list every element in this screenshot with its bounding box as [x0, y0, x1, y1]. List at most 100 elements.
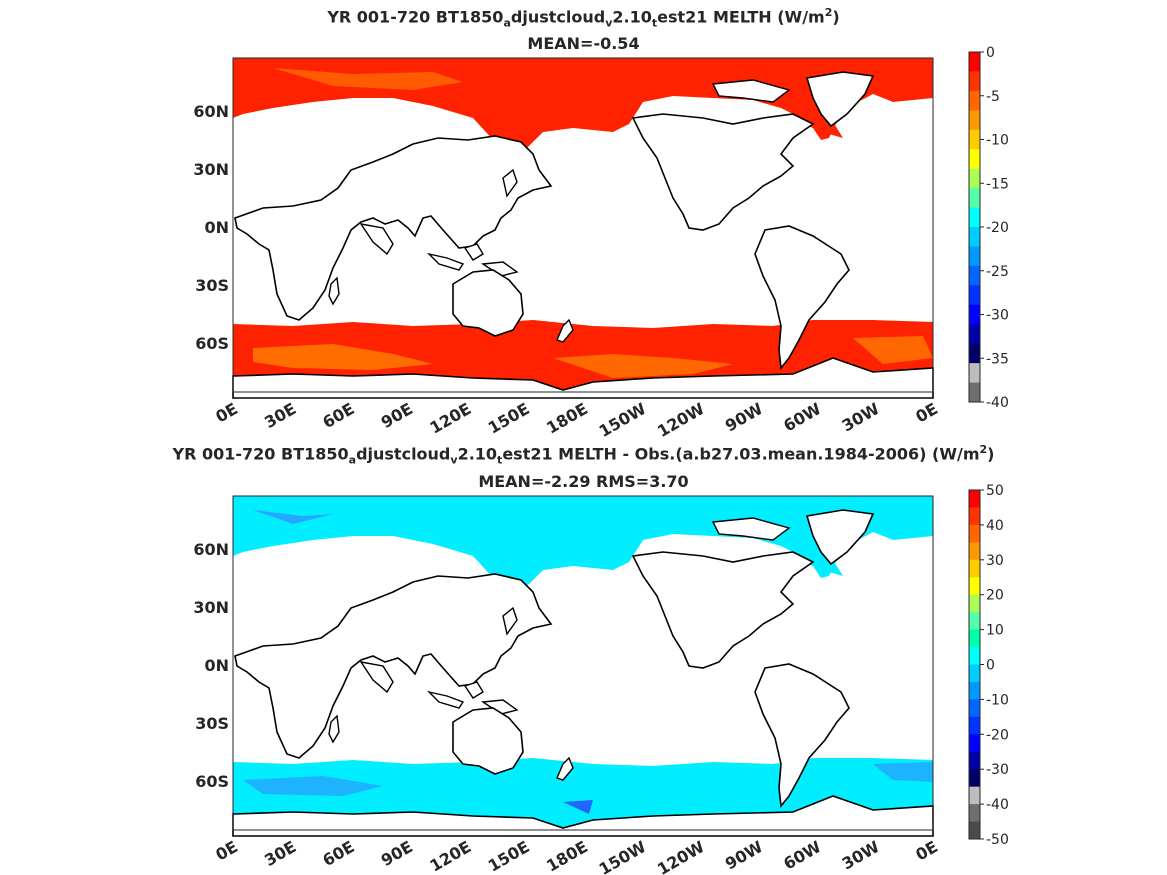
panel1-colorbar-cell — [969, 168, 980, 189]
panel2-colorbar: 50 40 30 20 10 0 -10 -20 -30 -40 -50 — [968, 483, 1009, 848]
panel2-lon-label: 30W — [839, 837, 883, 874]
panel1-colorbar-label: -20 — [986, 220, 1009, 236]
panel1-colorbar-label: -10 — [986, 133, 1009, 149]
panel2-map — [232, 495, 934, 837]
panel1-lon-label: 120W — [654, 399, 708, 441]
panel1-colorbar: 0 -5 -10 -15 -20 -25 -30 -35 -40 — [968, 45, 1009, 411]
panel2-lon-label: 60E — [319, 837, 357, 870]
panel1-lon-label: 90W — [722, 399, 766, 436]
panel2-colorbar-label: 50 — [986, 483, 1004, 499]
panel1-lon-label: 60W — [780, 399, 824, 436]
panel1-colorbar-label: -5 — [986, 89, 1000, 105]
panel1-colorbar-label: -40 — [986, 395, 1009, 411]
panel1-colorbar-cell — [969, 188, 980, 209]
panel2-colorbar-cell — [969, 751, 980, 770]
panel1-colorbar-cell — [969, 207, 980, 228]
panel1-colorbar-cell — [969, 265, 980, 286]
panel2-lat-label: 0N — [204, 656, 229, 675]
panel1-lat-label: 30S — [195, 276, 229, 295]
panel2-southern-diff — [233, 758, 933, 828]
panel1-lat-axis: 60N 30N 0N 30S 60S — [193, 102, 229, 353]
panel2-colorbar-cell — [969, 647, 980, 665]
panel1-lon-label: 0E — [212, 399, 241, 426]
panel2-okhotsk-diff — [503, 546, 623, 592]
panel1-colorbar-label: -30 — [986, 308, 1009, 324]
panel1-lon-label: 180E — [543, 399, 591, 438]
panel2-colorbar-cell — [969, 542, 980, 561]
panel2-colorbar-cell — [969, 664, 980, 683]
panel1-lon-label: 90E — [378, 399, 416, 432]
panel1-colorbar-label: -35 — [986, 351, 1009, 367]
panel2-colorbar-cell — [969, 507, 980, 526]
panel2-colorbar-cell — [969, 559, 980, 578]
panel2-lat-axis: 60N 30N 0N 30S 60S — [193, 540, 229, 791]
panel1-lat-label: 60N — [193, 102, 229, 121]
panel1-colorbar-cell — [969, 90, 980, 111]
panel1-southern-melt-orange-a — [253, 344, 433, 370]
panel2-lon-label: 90W — [722, 837, 766, 874]
panel1-frame — [232, 57, 934, 393]
panel2-colorbar-cell — [969, 821, 980, 840]
panel2-colorbar-label: 30 — [986, 553, 1004, 569]
panel2-subtitle: MEAN=-2.29 RMS=3.70 — [478, 472, 689, 491]
panel1-lat-label: 60S — [195, 334, 229, 353]
panel1-lon-label: 150E — [485, 399, 533, 438]
panel2-lon-label: 30E — [261, 837, 299, 870]
panel2-arctic-diff-blue — [253, 510, 333, 524]
panel2-colorbar-cell — [969, 681, 980, 700]
panel1-subtitle: MEAN=-0.54 — [527, 34, 640, 53]
panel2-southern-diff-blue-c — [873, 762, 933, 782]
panel1-okhotsk-melt — [503, 108, 623, 154]
panel2-colorbar-cell — [969, 786, 980, 805]
panel2-lat-label: 30S — [195, 714, 229, 733]
panel2-colorbar-cell — [969, 699, 980, 718]
panel2-lon-label: 120W — [654, 837, 708, 875]
panel1-colorbar-cell — [969, 246, 980, 267]
panel2-southern-diff-blue-b — [563, 800, 593, 814]
panel2-colorbar-cell — [969, 594, 980, 613]
panel2-colorbar-label: -20 — [986, 727, 1009, 743]
panel2-colorbar-label: -40 — [986, 797, 1009, 813]
panel2-colorbar-label: 10 — [986, 623, 1004, 639]
panel1-colorbar-cell — [969, 363, 980, 384]
panel2-colorbar-cell — [969, 716, 980, 735]
panel2-lat-label: 60N — [193, 540, 229, 559]
panel2-colorbar-cell — [969, 612, 980, 631]
panel1-lon-label: 60E — [319, 399, 357, 432]
panel2-colorbar-cell — [969, 769, 980, 788]
panel1-lon-label: 120E — [426, 399, 474, 438]
panel1-lon-label: 30W — [839, 399, 883, 436]
panel1-colorbar-label: 0 — [986, 45, 995, 61]
panel2-southern-diff-blue-a — [243, 776, 383, 796]
panel1-lon-axis: 0E 30E 60E 90E 120E 150E 180E 150W 120W 90W 60W 30W… — [212, 399, 941, 441]
panel2-lon-label: 150E — [485, 837, 533, 875]
panel1-colorbar-cell — [969, 304, 980, 325]
panel2-colorbar-cell — [969, 577, 980, 596]
panel1-colorbar-cell — [969, 227, 980, 247]
panel2-colorbar-label: 40 — [986, 518, 1004, 534]
panel1-colorbar-cell — [969, 52, 980, 72]
panel1-lat-label: 30N — [193, 160, 229, 179]
panel2-colorbar-cell — [969, 629, 980, 648]
panel1-colorbar-cell — [969, 149, 980, 170]
panel1-lon-label: 30E — [261, 399, 299, 432]
panel2-frame — [232, 495, 934, 831]
panel2-colorbar-label: 20 — [986, 588, 1004, 604]
panel2-title: YR 001-720 BT1850adjustcloudv2.10test21 … — [172, 443, 995, 467]
panel2-lon-label: 0E — [912, 837, 941, 864]
panel1-lon-label: 0E — [912, 399, 941, 426]
panel2-lon-label: 180E — [543, 837, 591, 875]
panel1-colorbar-cell — [969, 285, 980, 306]
panel1-colorbar-cell — [969, 110, 980, 131]
panel2-colorbar-cell — [969, 734, 980, 753]
panel1-colorbar-label: -25 — [986, 264, 1009, 280]
panel1-map — [232, 57, 934, 399]
panel1-colorbar-label: -15 — [986, 176, 1009, 192]
panel1-southern-melt-orange-b — [553, 354, 733, 378]
panel1-title: YR 001-720 BT1850adjustcloudv2.10test21 … — [327, 6, 840, 30]
panel2-lon-label: 150W — [596, 837, 650, 875]
panel2-colorbar-label: -50 — [986, 832, 1009, 848]
panel2-colorbar-cell — [969, 524, 980, 543]
panel1-arctic-melt-orange — [273, 68, 463, 90]
panel2-colorbar-cell — [969, 804, 980, 823]
